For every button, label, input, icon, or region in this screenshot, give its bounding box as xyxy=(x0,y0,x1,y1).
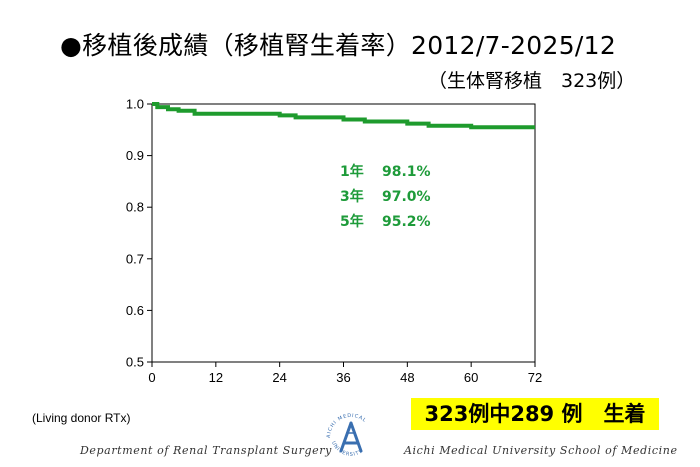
y-tick-label: 0.5 xyxy=(126,355,144,370)
page-title: ●移植後成績（移植腎生着率）2012/7-2025/12 xyxy=(60,31,617,60)
y-tick-label: 0.6 xyxy=(126,303,144,318)
summary-badge: 323例中289 例 生着 xyxy=(411,398,659,430)
department-name: Department of Renal Transplant Surgery xyxy=(80,444,332,457)
y-tick-label: 0.7 xyxy=(126,251,144,266)
rate-row-3: 3年 97.0% xyxy=(340,185,431,210)
footnote: (Living donor RTx) xyxy=(32,411,131,425)
x-tick-label: 48 xyxy=(400,370,414,385)
rate-year: 5年 xyxy=(340,214,364,230)
survival-rates: 1年 98.1% 3年 97.0% 5年 95.2% xyxy=(340,160,431,235)
x-tick-label: 72 xyxy=(528,370,542,385)
survival-curve-0 xyxy=(152,102,535,130)
rate-value: 98.1% xyxy=(382,164,431,180)
chart-ticks: 0 12 24 36 48 60 72 0.5 0.6 0.7 0.8 0.9 1.0 xyxy=(126,97,542,386)
rate-year: 3年 xyxy=(340,189,364,205)
rate-row-5: 5年 95.2% xyxy=(340,210,431,235)
rate-row-1: 1年 98.1% xyxy=(340,160,431,185)
university-logo: AICHI MEDICAL UNIVERSITY xyxy=(326,413,367,458)
y-tick-label: 0.8 xyxy=(126,200,144,215)
x-tick-label: 0 xyxy=(148,370,155,385)
rate-value: 97.0% xyxy=(382,189,431,205)
chart-series xyxy=(152,102,535,130)
x-tick-label: 60 xyxy=(464,370,478,385)
rate-value: 95.2% xyxy=(382,214,431,230)
x-tick-label: 12 xyxy=(209,370,223,385)
survival-chart: 0 12 24 36 48 60 72 0.5 0.6 0.7 0.8 0.9 1.0 xyxy=(126,97,542,386)
rate-year: 1年 xyxy=(340,164,364,180)
y-tick-label: 1.0 xyxy=(126,97,144,112)
y-tick-label: 0.9 xyxy=(126,148,144,163)
page-subtitle: （生体腎移植 323例） xyxy=(428,70,636,92)
x-tick-label: 24 xyxy=(272,370,286,385)
school-name: Aichi Medical University School of Medic… xyxy=(404,444,678,457)
x-tick-label: 36 xyxy=(336,370,350,385)
